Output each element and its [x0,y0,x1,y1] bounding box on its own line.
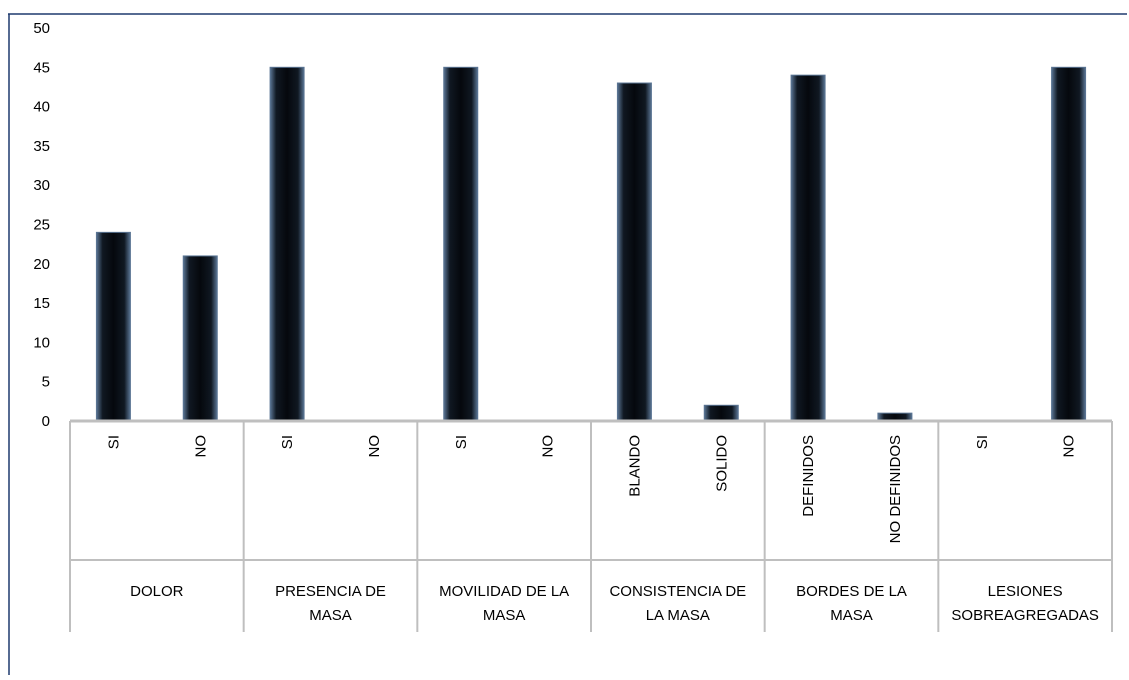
category-label: BLANDO [626,435,643,497]
group-label: CONSISTENCIA DE [609,583,746,600]
y-tick-label: 15 [33,295,50,312]
y-tick-label: 5 [42,374,50,391]
group-label: MASA [830,607,873,624]
y-tick-label: 0 [42,413,50,430]
group-label: LESIONES [988,583,1063,600]
category-label: SI [974,435,991,449]
y-tick-label: 45 [33,59,50,76]
category-label: SI [105,435,122,449]
category-label: NO DEFINIDOS [887,435,904,543]
category-label: SI [279,435,296,449]
y-tick-label: 10 [33,334,50,351]
bar [269,66,305,422]
y-axis: 0 5 10 15 20 25 30 35 40 45 50 [33,20,50,430]
y-tick-label: 35 [33,138,50,155]
group-label: BORDES DE LA [796,583,907,600]
category-label: SOLIDO [713,435,730,492]
group-label: MASA [309,607,352,624]
bar [616,82,652,422]
category-label: NO [192,435,209,458]
bar [443,66,479,422]
y-tick-label: 30 [33,177,50,194]
x-axis: SI NO DOLOR SI NO PRESENCIA DE MASA SI NO MOVILID… [69,419,1113,632]
bar [703,404,739,422]
bars [95,66,1087,422]
category-label: DEFINIDOS [800,435,817,517]
category-label: NO [1061,435,1078,458]
group-label: SOBREAGREGADAS [951,607,1099,624]
y-tick-label: 50 [33,20,50,37]
y-tick-label: 20 [33,256,50,273]
group-label: MOVILIDAD DE LA [439,583,569,600]
group-label: MASA [483,607,526,624]
bar [1051,66,1087,422]
y-tick-label: 25 [33,217,50,234]
group-label: DOLOR [130,583,184,600]
category-label: NO [540,435,557,458]
category-label: NO [366,435,383,458]
group-label: PRESENCIA DE [275,583,386,600]
bar [95,231,131,422]
category-label: SI [453,435,470,449]
bar [182,255,218,422]
group-label: LA MASA [646,607,710,624]
y-tick-label: 40 [33,99,50,116]
bar [790,74,826,422]
